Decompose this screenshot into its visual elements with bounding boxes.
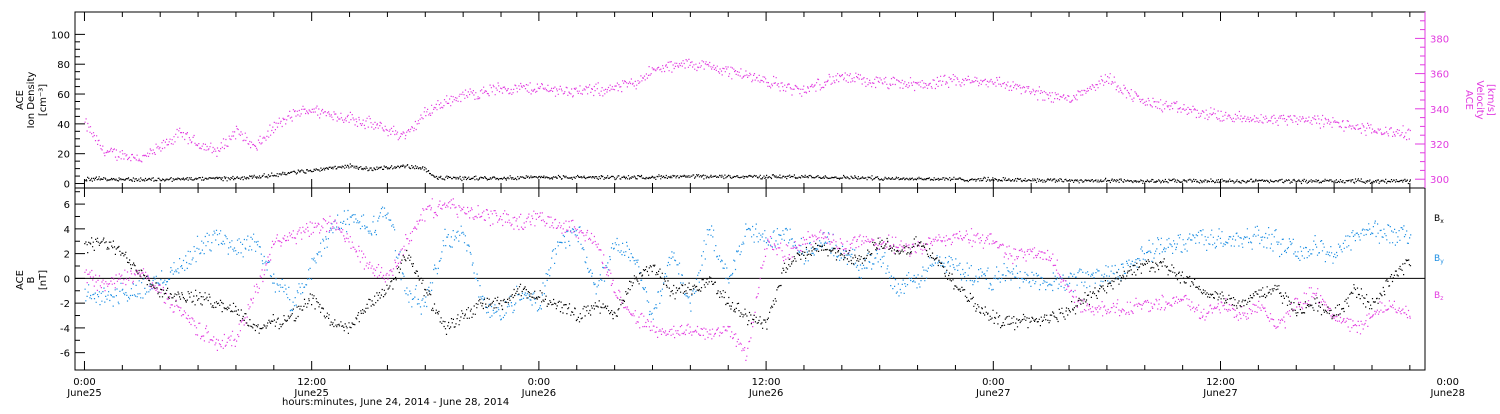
ytick-label-density-40: 40 [57,120,70,131]
velocity-series [84,58,1411,163]
by-series [84,206,1412,321]
ytick-label-velocity-320: 320 [1430,140,1449,151]
bottom-panel-frame [74,187,1426,371]
bottom-panel-data [75,198,1425,361]
magnetic-field-axis: -6 -4 -2 0 2 4 6 [60,191,85,360]
ylabel-top-right-line1: ACE [1463,90,1474,110]
ylabel-top-left-line3: [cm⁻³] [38,84,49,116]
ion-density-axis: 0 20 40 60 80 100 [51,30,85,191]
xtick-time-label-3: 12:00 [752,377,781,388]
velocity-series-points [84,58,1411,163]
ytick-label-b-2: 2 [64,250,70,261]
ytick-label-b--6: -6 [60,349,70,360]
xtick-time-label-6: 0:00 [1436,377,1458,388]
ylabel-bottom-line1: ACE [15,270,26,290]
by-series-points [84,206,1412,321]
legend-by: By [1434,254,1444,265]
top-panel-data [84,58,1411,185]
ion-density-series [84,163,1411,185]
ytick-label-b--4: -4 [60,324,70,335]
ytick-label-density-0: 0 [64,180,70,191]
legend-bx: Bx [1434,214,1444,225]
ylabel-bottom-line3: [nT] [38,270,49,290]
ytick-label-b-6: 6 [64,200,70,211]
xtick-date-label-1: June25 [293,388,329,399]
top-panel-frame [74,11,1426,189]
ylabel-bottom-line2: B [26,276,37,283]
ytick-label-velocity-300: 300 [1430,175,1449,186]
x-axis-label: hours:minutes, June 24, 2014 - June 28, … [282,397,509,408]
ylabel-top-right-line2: Velocity [1474,80,1485,119]
xtick-time-label-4: 0:00 [982,377,1004,388]
ytick-label-density-100: 100 [51,30,70,41]
ytick-label-velocity-340: 340 [1430,105,1449,116]
bx-series-points [84,236,1412,335]
ylabel-top-left-line1: ACE [15,90,26,110]
bx-series [84,236,1412,335]
xtick-date-label-2: June26 [521,388,557,399]
ytick-label-density-60: 60 [57,90,70,101]
xtick-date-label-4: June27 [975,388,1011,399]
xtick-time-label-1: 12:00 [297,377,326,388]
legend-bz: Bz [1434,291,1443,302]
time-axis: 0:00June2512:00June250:00June2612:00June… [66,12,1465,399]
ylabel-top-right-line3: [km/s] [1485,84,1496,116]
ytick-label-velocity-380: 380 [1430,34,1449,45]
xtick-date-label-6: June28 [1429,388,1465,399]
ytick-label-density-80: 80 [57,60,70,71]
velocity-axis: 300 320 340 360 380 [1415,20,1449,186]
ion-density-series-points [84,163,1411,185]
ytick-label-density-20: 20 [57,150,70,161]
ytick-label-b-4: 4 [64,225,70,236]
bz-series [84,198,1411,361]
ytick-label-b-0: 0 [64,274,70,285]
xtick-time-label-5: 12:00 [1206,377,1235,388]
xtick-date-label-3: June26 [748,388,784,399]
ytick-label-velocity-360: 360 [1430,70,1449,81]
xtick-date-label-5: June27 [1202,388,1238,399]
xtick-time-label-0: 0:00 [73,377,95,388]
xtick-date-label-0: June25 [66,388,102,399]
ylabel-top-left-line2: Ion Density [26,72,37,129]
ytick-label-b--2: -2 [60,299,70,310]
xtick-time-label-2: 0:00 [528,377,550,388]
bz-series-points [84,198,1411,361]
